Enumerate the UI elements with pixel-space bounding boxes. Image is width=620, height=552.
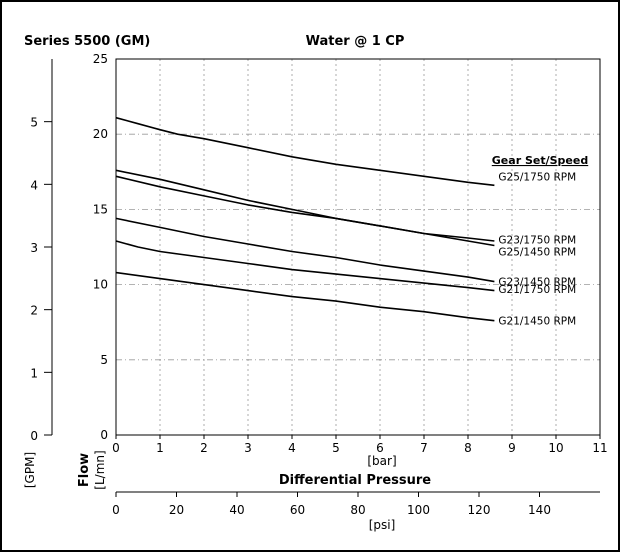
- x-axis-title: Differential Pressure: [279, 473, 431, 488]
- plot-area: [115, 58, 601, 436]
- y-tick-label: 10: [93, 278, 108, 292]
- series-label-6: G21/1450 RPM: [498, 316, 576, 328]
- x-axis-unit-bar: [bar]: [367, 454, 396, 468]
- series-line-5: [115, 240, 495, 292]
- psi-tick-label: 120: [468, 503, 491, 517]
- gpm-tick-label: 5: [30, 116, 38, 130]
- psi-tick-label: 60: [290, 503, 305, 517]
- legend-title: Gear Set/Speed: [492, 154, 588, 167]
- x-tick-label: 1: [156, 441, 164, 455]
- x-tick-label: 2: [200, 441, 208, 455]
- x-tick-label: 10: [548, 441, 563, 455]
- lmn-unit-label: [L/mn]: [93, 450, 107, 489]
- series-label-2: G23/1750 RPM: [498, 234, 576, 246]
- x-tick-label: 5: [332, 441, 340, 455]
- psi-tick-label: 100: [407, 503, 430, 517]
- psi-tick-label: 40: [229, 503, 244, 517]
- gpm-tick-label: 4: [30, 178, 38, 192]
- grid-lines: [116, 59, 600, 435]
- x-tick-label: 0: [112, 441, 120, 455]
- x-tick-label: 6: [376, 441, 384, 455]
- gpm-tick-label: 0: [30, 429, 38, 443]
- x-tick-label: 11: [592, 441, 607, 455]
- y-tick-label: 25: [93, 52, 108, 66]
- gpm-tick-label: 3: [30, 241, 38, 255]
- x-tick-label: 4: [288, 441, 296, 455]
- x-tick-label: 3: [244, 441, 252, 455]
- x-tick-label: 9: [508, 441, 516, 455]
- series-label-5: G21/1750 RPM: [498, 284, 576, 296]
- gpm-tick-label: 1: [30, 366, 38, 380]
- psi-tick-label: 0: [112, 503, 120, 517]
- y-tick-label: 0: [100, 428, 108, 442]
- psi-tick-label: 20: [169, 503, 184, 517]
- series-line-3: [115, 175, 495, 247]
- series-title: Series 5500 (GM): [24, 34, 150, 49]
- series-lines: [115, 116, 495, 322]
- flow-label: Flow: [77, 453, 92, 487]
- x-tick-label: 8: [464, 441, 472, 455]
- series-line-6: [115, 271, 495, 322]
- x-tick-label: 7: [420, 441, 428, 455]
- series-line-4: [115, 217, 495, 283]
- series-label-1: G25/1750 RPM: [498, 171, 576, 183]
- series-line-2: [115, 169, 495, 242]
- axis-ticks: 0 1 2 3 4 5 6 7 8 9 10 11 0 5 10 15 20 25 0 1 2 3 4 5 0 20 40 60 80 1…: [30, 52, 607, 517]
- y-tick-label: 5: [100, 353, 108, 367]
- series-line-1: [115, 116, 495, 187]
- y-tick-label: 20: [93, 127, 108, 141]
- gpm-tick-label: 2: [30, 304, 38, 318]
- psi-tick-label: 140: [528, 503, 551, 517]
- series-label-4: G23/1450 RPM: [498, 277, 576, 289]
- y-tick-label: 15: [93, 202, 108, 216]
- chart-title: Water @ 1 CP: [306, 34, 405, 49]
- psi-tick-label: 80: [350, 503, 365, 517]
- x-axis-unit-psi: [psi]: [369, 518, 396, 532]
- gpm-unit-label: [GPM]: [23, 452, 37, 488]
- series-label-3: G25/1450 RPM: [498, 247, 576, 259]
